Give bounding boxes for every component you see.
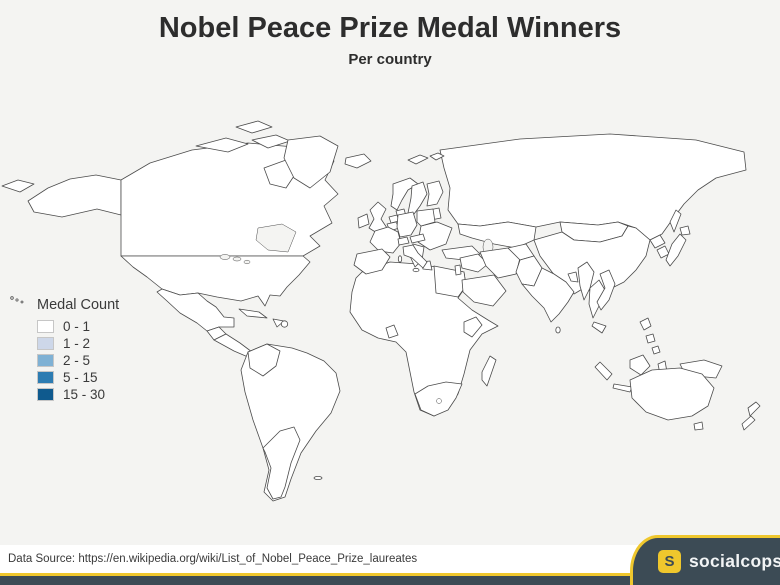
region-cuba (238, 308, 268, 319)
region-philippines (651, 345, 661, 355)
legend-swatch-3 (37, 371, 54, 384)
region-japan (679, 225, 691, 236)
region-arctic-islands (235, 120, 273, 134)
region-philippines (645, 333, 656, 344)
legend-label: 15 - 30 (63, 387, 106, 402)
region-finland (426, 180, 444, 207)
region-ireland (357, 213, 370, 229)
legend-swatch-1 (37, 337, 54, 350)
region-egypt (433, 265, 467, 298)
region-hawaii (20, 300, 24, 304)
socialcops-brand-name: socialcops (689, 551, 780, 571)
region-iberia (353, 248, 391, 275)
region-kenya (463, 316, 483, 338)
region-israel (454, 264, 462, 276)
region-svalbard (407, 154, 429, 165)
lesotho (436, 398, 442, 404)
footer-bottom-strip (0, 576, 780, 585)
region-north-korea (649, 234, 666, 249)
region-bangladesh (567, 271, 579, 283)
data-source-text: Data Source: https://en.wikipedia.org/wi… (8, 553, 418, 565)
map-legend: Medal Count 0 - 1 1 - 2 2 - 5 5 - 15 15 … (37, 297, 119, 403)
region-germany (396, 211, 418, 238)
region-france (369, 226, 402, 254)
great-lakes (219, 254, 231, 260)
legend-title: Medal Count (37, 297, 120, 313)
region-ghana (385, 324, 399, 339)
region-india (521, 267, 575, 323)
great-lakes (243, 259, 251, 265)
region-australia (629, 367, 715, 421)
footer-accent-line (0, 573, 780, 576)
region-sakhalin (669, 209, 682, 233)
socialcops-badge: S socialcops (630, 535, 780, 585)
region-falklands (313, 475, 323, 480)
region-japan (665, 233, 687, 267)
region-alaska (27, 174, 122, 218)
legend-item: 2 - 5 (37, 352, 119, 369)
legend-swatch-4 (37, 388, 54, 401)
region-arctic-islands (195, 137, 249, 153)
region-new-zealand (747, 401, 761, 417)
region-central-america (213, 333, 253, 358)
region-indonesia (629, 354, 651, 376)
page-subtitle: Per country (348, 51, 432, 68)
legend-label: 5 - 15 (63, 370, 98, 385)
region-tasmania (693, 421, 704, 431)
region-levant (459, 253, 489, 273)
region-hawaii (10, 296, 14, 300)
region-iceland (344, 153, 372, 169)
region-colombia (247, 343, 281, 377)
hudson-bay (255, 223, 297, 253)
region-madagascar (481, 355, 497, 387)
legend-label: 0 - 1 (63, 319, 91, 334)
region-svalbard (429, 152, 445, 161)
region-saudi (461, 274, 507, 307)
region-russia (439, 133, 747, 241)
map-layer (1, 120, 761, 502)
region-vietnam (596, 269, 616, 311)
region-chukotka (1, 179, 35, 193)
region-malaysia (591, 321, 607, 334)
region-usa (120, 255, 311, 307)
legend-swatch-2 (37, 354, 54, 367)
socialcops-logo-icon: S (658, 550, 681, 573)
region-switzerland (397, 236, 410, 246)
region-hawaii (15, 298, 19, 302)
region-philippines (639, 317, 652, 331)
region-sweden (407, 181, 428, 215)
region-mexico (156, 288, 235, 332)
legend-item: 1 - 2 (37, 335, 119, 352)
region-trinidad (280, 320, 289, 328)
region-indonesia (594, 361, 613, 381)
legend-item: 0 - 1 (37, 318, 119, 335)
page-title: Nobel Peace Prize Medal Winners (158, 12, 622, 44)
region-norway (390, 177, 419, 211)
legend-label: 2 - 5 (63, 353, 91, 368)
region-italy-sicily (412, 267, 420, 273)
region-poland (416, 208, 436, 227)
great-lakes (232, 256, 242, 262)
region-indonesia (612, 383, 633, 393)
region-new-zealand (741, 415, 756, 431)
region-austria (409, 233, 426, 244)
region-south-america (240, 343, 341, 502)
legend-item: 15 - 30 (37, 386, 119, 403)
region-hispaniola (272, 318, 285, 328)
legend-label: 1 - 2 (63, 336, 91, 351)
region-italy-sardinia (397, 255, 403, 263)
legend-item: 5 - 15 (37, 369, 119, 386)
region-greenland (283, 135, 339, 189)
region-italy (402, 244, 428, 269)
legend-swatch-0 (37, 320, 54, 333)
region-argentina (262, 426, 301, 500)
region-sri-lanka (555, 326, 561, 334)
